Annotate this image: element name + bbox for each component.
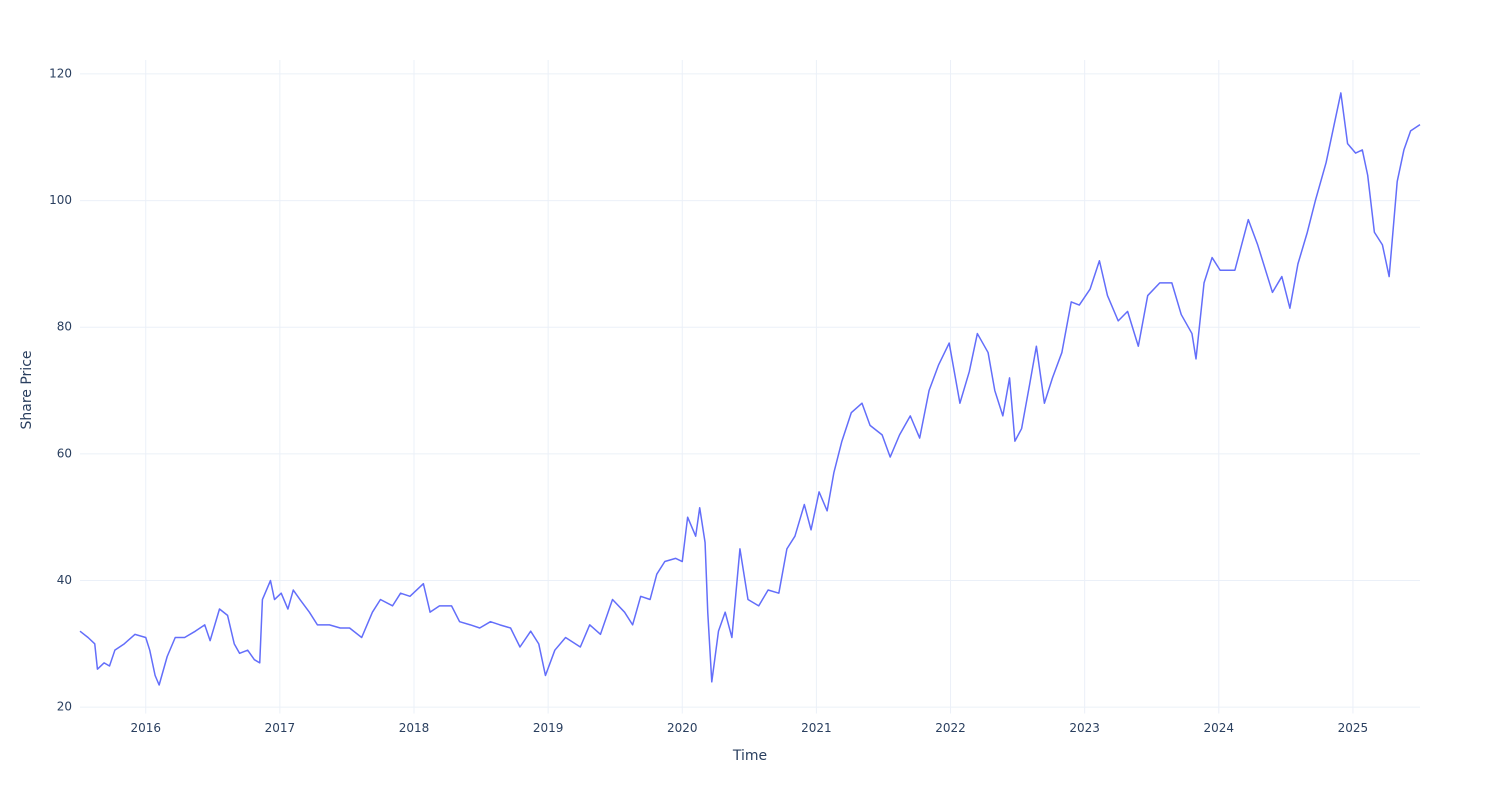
x-tick-label: 2021 — [801, 721, 832, 735]
x-tick-label: 2023 — [1069, 721, 1100, 735]
x-axis-title: Time — [732, 748, 767, 764]
y-tick-label: 40 — [57, 573, 72, 587]
y-tick-label: 20 — [57, 700, 72, 714]
x-tick-label: 2019 — [533, 721, 564, 735]
x-tick-label: 2020 — [667, 721, 698, 735]
x-tick-label: 2018 — [399, 721, 430, 735]
y-axis-title: Share Price — [19, 350, 35, 429]
y-tick-label: 100 — [49, 193, 72, 207]
y-tick-label: 80 — [57, 320, 72, 334]
y-tick-label: 120 — [49, 66, 72, 80]
x-tick-label: 2022 — [935, 721, 966, 735]
price-line — [79, 92, 1421, 686]
x-tick-label: 2024 — [1204, 721, 1235, 735]
x-tick-label: 2016 — [130, 721, 161, 735]
x-tick-label: 2017 — [265, 721, 296, 735]
y-tick-label: 60 — [57, 446, 72, 460]
x-tick-label: 2025 — [1338, 721, 1369, 735]
